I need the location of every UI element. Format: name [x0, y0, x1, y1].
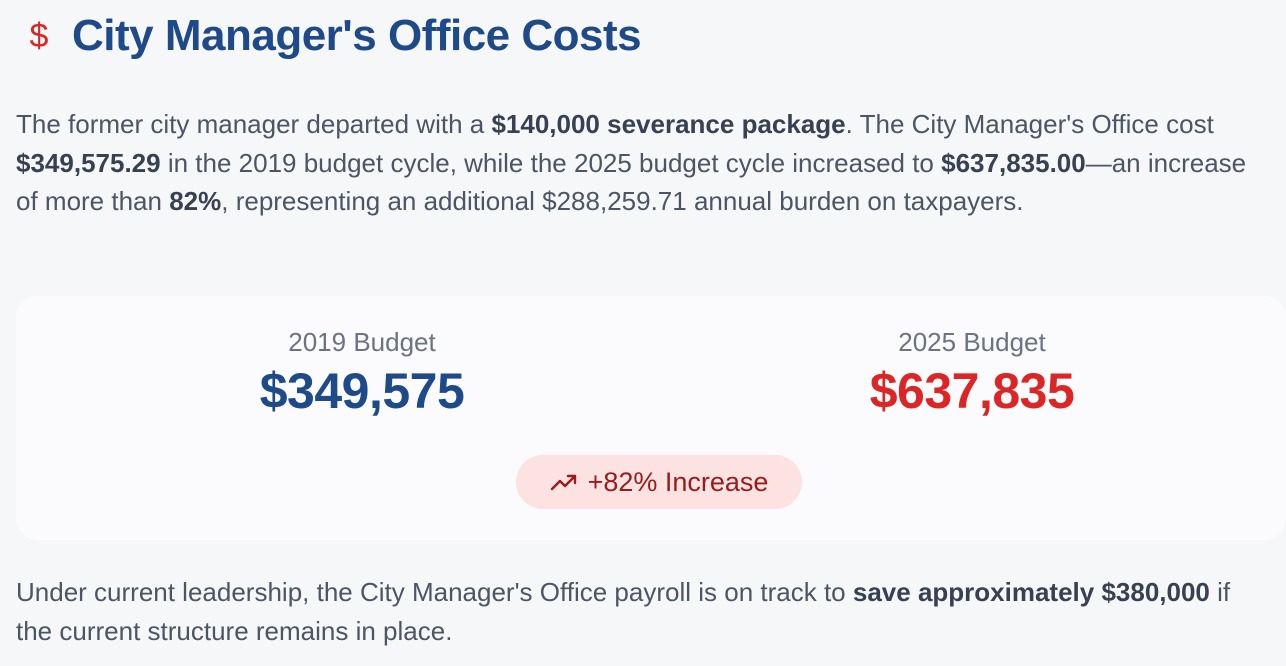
intro-text-5: , representing an additional $288,259.71… — [221, 186, 1024, 216]
increase-percent: 82% — [169, 186, 222, 216]
savings-amount: save approximately $380,000 — [852, 577, 1210, 607]
budget-2019-label: 2019 Budget — [288, 327, 436, 357]
intro-text-4: —an increase of more than — [16, 147, 1247, 217]
budget-2025-label: 2025 Budget — [898, 327, 1046, 357]
intro-text-1: The former city manager departed with a — [16, 109, 492, 139]
budget-2025: 2025 Budget $637,835 — [762, 326, 1182, 420]
outro-text-1: Under current leadership, the City Manag… — [16, 577, 853, 607]
section-title: City Manager's Office Costs — [72, 11, 642, 60]
intro-text-2: . The City Manager's Office cost — [845, 109, 1214, 139]
severance-amount: $140,000 severance package — [491, 109, 846, 139]
increase-badge-text: +82% Increase — [587, 466, 769, 497]
outro-paragraph: Under current leadership, the City Manag… — [16, 573, 1256, 651]
increase-badge: +82% Increase — [516, 455, 802, 509]
intro-paragraph: The former city manager departed with a … — [16, 105, 1256, 221]
section-header: $ City Manager's Office Costs — [22, 8, 642, 64]
budget-2019-amount: $349,575.29 — [16, 147, 161, 178]
intro-text-3: in the 2019 budget cycle, while the 2025… — [160, 147, 942, 178]
dollar-sign-icon: $ — [29, 17, 49, 55]
budget-2025-amount: $637,835.00 — [941, 147, 1086, 178]
budget-2019: 2019 Budget $349,575 — [152, 326, 572, 420]
budget-2019-value: $349,575 — [259, 363, 465, 419]
budget-comparison-card: 2019 Budget $349,575 2025 Budget $637,83… — [16, 296, 1286, 540]
trending-up-icon — [550, 474, 576, 491]
outro-text-2: if the current structure remains in plac… — [16, 577, 1231, 646]
budget-2025-value: $637,835 — [869, 363, 1075, 419]
